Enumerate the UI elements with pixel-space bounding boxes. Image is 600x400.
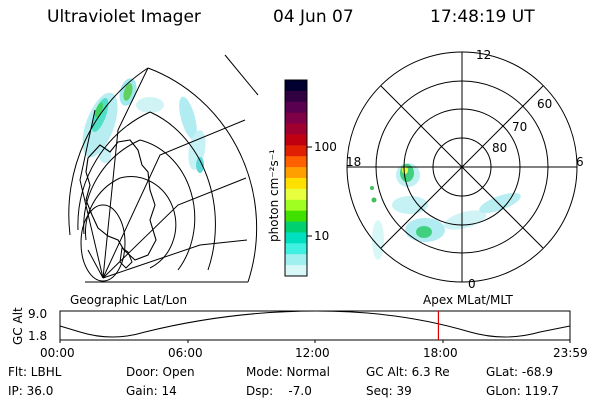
colorbar-band	[285, 112, 307, 125]
ip-info: IP: 36.0	[8, 384, 54, 398]
colorbar-band	[285, 243, 307, 255]
colorbar-band	[285, 178, 307, 190]
polar-plot	[346, 51, 578, 283]
colorbar-unit-label: photon cm⁻²s⁻¹	[267, 149, 281, 242]
left-emission-blobs	[82, 78, 206, 173]
colorbar-band	[285, 156, 307, 168]
colorbar-band	[285, 188, 307, 201]
mlt-label-0: 0	[468, 277, 476, 291]
xtick-2359: 23:59	[553, 346, 588, 360]
gain-info: Gain: 14	[126, 384, 177, 398]
lat-label-80: 80	[492, 141, 508, 155]
colorbar-band	[285, 123, 307, 135]
colorbar-band	[285, 232, 307, 244]
date-label: 04 Jun 07	[273, 7, 354, 27]
left-panel-caption: Geographic Lat/Lon	[70, 293, 188, 307]
colorbar-band	[285, 210, 307, 223]
time-label: 17:48:19 UT	[430, 7, 535, 27]
color-scale-frame	[284, 79, 308, 277]
colorbar-band	[285, 167, 307, 179]
right-emission-blobs	[370, 163, 521, 260]
altitude-plot	[59, 310, 571, 343]
altitude-ytick-low: 1.8	[28, 329, 48, 343]
colorbar-band	[285, 134, 307, 146]
xtick-1200: 12:00	[295, 346, 330, 360]
mlt-label-6: 6	[576, 155, 584, 169]
xtick-1800: 18:00	[423, 346, 458, 360]
filter-info: Flt: LBHL	[8, 365, 62, 379]
colorbar-band	[285, 265, 307, 277]
glon-info: GLon: 119.7	[486, 384, 559, 398]
xtick-0600: 06:00	[168, 346, 203, 360]
app-title: Ultraviolet Imager	[47, 7, 201, 27]
geographic-map	[68, 54, 259, 283]
seq-info: Seq: 39	[366, 384, 412, 398]
colorbar-band	[285, 221, 307, 233]
lat-label-60: 60	[537, 97, 553, 111]
colorbar-band	[285, 90, 307, 103]
colorbar-band	[285, 101, 307, 114]
colorbar-band	[285, 199, 307, 212]
glat-info: GLat: -68.9	[486, 365, 553, 379]
altitude-ylabel: GC Alt	[11, 307, 25, 345]
colorbar-label-100: 100	[314, 140, 337, 154]
colorbar-band	[285, 145, 307, 157]
colorbar-band	[285, 254, 307, 266]
color-scale-bar	[285, 80, 307, 277]
altitude-ytick-high: 9.0	[28, 307, 48, 321]
colorbar-band	[285, 80, 307, 92]
mode-info: Mode: Normal	[246, 365, 330, 379]
right-panel-caption: Apex MLat/MLT	[423, 293, 513, 307]
lat-label-70: 70	[512, 120, 528, 134]
gc-alt-info: GC Alt: 6.3 Re	[366, 365, 450, 379]
door-info: Door: Open	[126, 365, 195, 379]
xtick-0000: 00:00	[40, 346, 75, 360]
mlt-label-18: 18	[346, 155, 362, 169]
colorbar-label-10: 10	[314, 229, 330, 243]
mlt-label-12: 12	[476, 48, 492, 62]
dsp-info: Dsp: -7.0	[246, 384, 312, 398]
